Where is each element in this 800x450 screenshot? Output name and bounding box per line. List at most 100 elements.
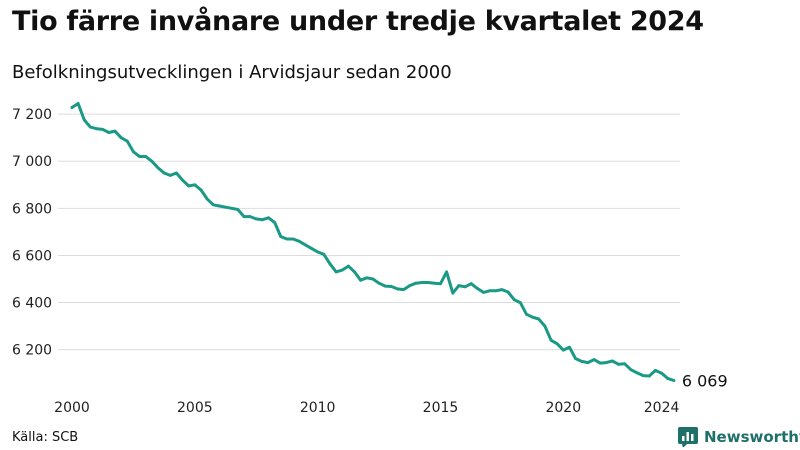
data-point — [432, 281, 436, 285]
data-point — [660, 371, 663, 375]
data-point — [420, 281, 424, 284]
data-point — [623, 362, 627, 366]
data-point — [365, 276, 369, 280]
data-point — [95, 127, 98, 131]
data-point — [359, 278, 362, 282]
newsworthy-logo-icon — [678, 427, 698, 447]
data-point — [224, 205, 227, 209]
data-point — [322, 252, 326, 256]
y-tick-label: 6 600 — [12, 248, 52, 264]
series-line — [70, 102, 676, 382]
y-tick-label: 6 400 — [12, 296, 52, 312]
data-point — [383, 284, 387, 288]
data-point — [574, 357, 577, 360]
data-point — [580, 360, 584, 363]
data-point — [168, 174, 172, 177]
data-point — [132, 150, 135, 154]
data-point — [531, 315, 534, 319]
data-point — [291, 237, 295, 241]
x-tick-label: 2010 — [300, 400, 336, 416]
data-point — [611, 359, 614, 363]
y-tick-label: 6 200 — [12, 343, 52, 359]
data-point — [543, 324, 547, 328]
data-point — [297, 239, 301, 243]
data-point — [592, 358, 596, 361]
data-point — [144, 155, 148, 158]
data-point — [445, 270, 448, 274]
x-tick-label: 2015 — [423, 400, 459, 416]
data-point — [82, 118, 86, 122]
y-tick-label: 7 200 — [12, 107, 52, 123]
data-point — [267, 216, 270, 220]
data-point — [586, 361, 590, 364]
data-point — [654, 369, 657, 372]
data-point — [629, 368, 633, 372]
data-point — [156, 166, 160, 170]
data-point — [334, 270, 338, 274]
data-point — [230, 206, 234, 210]
end-value-label: 6 069 — [682, 372, 728, 391]
data-point — [181, 178, 184, 182]
data-point — [555, 342, 559, 346]
data-point — [439, 282, 442, 286]
data-point — [150, 159, 154, 163]
data-point — [353, 270, 356, 274]
chart-title: Tio färre invånare under tredje kvartale… — [12, 6, 704, 37]
data-point — [205, 197, 209, 201]
x-tick-label: 2005 — [177, 400, 213, 416]
source-note: Källa: SCB — [12, 430, 79, 445]
data-point — [518, 301, 522, 304]
data-point — [469, 282, 473, 286]
brand-logo: Newsworthy — [678, 426, 800, 448]
data-point — [506, 290, 510, 294]
data-point — [500, 288, 504, 291]
data-point — [488, 289, 491, 293]
data-point — [598, 361, 602, 365]
brand-name: Newsworthy — [704, 428, 800, 446]
data-point — [119, 136, 123, 140]
data-point — [537, 317, 541, 321]
data-point — [457, 284, 461, 287]
data-point — [162, 171, 166, 175]
data-point — [347, 264, 350, 268]
data-point — [89, 125, 92, 129]
data-point — [604, 361, 608, 364]
series-layer — [70, 102, 676, 382]
data-point — [475, 287, 479, 290]
data-point — [236, 208, 240, 211]
data-point — [242, 215, 246, 219]
x-axis: 2000 2005 2010 2015 2020 2024 — [54, 400, 679, 416]
data-point — [463, 285, 467, 289]
data-point — [414, 281, 418, 285]
y-tick-label: 6 800 — [12, 201, 52, 217]
data-point — [199, 188, 203, 192]
data-point — [310, 247, 313, 250]
data-point — [377, 281, 381, 285]
x-tick-label: 2000 — [54, 400, 90, 416]
data-point — [402, 288, 405, 291]
data-point — [107, 131, 111, 134]
data-point — [218, 204, 221, 208]
chart-subtitle: Befolkningsutvecklingen i Arvidsjaur sed… — [12, 62, 452, 83]
data-point — [138, 155, 142, 158]
y-tick-label: 7 000 — [12, 154, 52, 170]
data-point — [641, 374, 645, 377]
data-point — [426, 281, 430, 284]
data-point — [451, 291, 455, 295]
data-point — [371, 277, 375, 281]
data-point — [494, 289, 498, 293]
data-point — [525, 312, 528, 316]
data-point — [340, 268, 344, 272]
x-tick-label: 2024 — [644, 400, 680, 416]
data-point — [101, 127, 105, 131]
data-point — [211, 203, 215, 207]
data-point — [396, 287, 399, 291]
data-point — [568, 345, 571, 349]
data-point — [254, 217, 258, 221]
data-point — [482, 291, 485, 294]
data-point — [512, 298, 516, 302]
grid-lines — [58, 113, 680, 351]
data-point — [666, 377, 670, 380]
data-point — [273, 221, 277, 224]
